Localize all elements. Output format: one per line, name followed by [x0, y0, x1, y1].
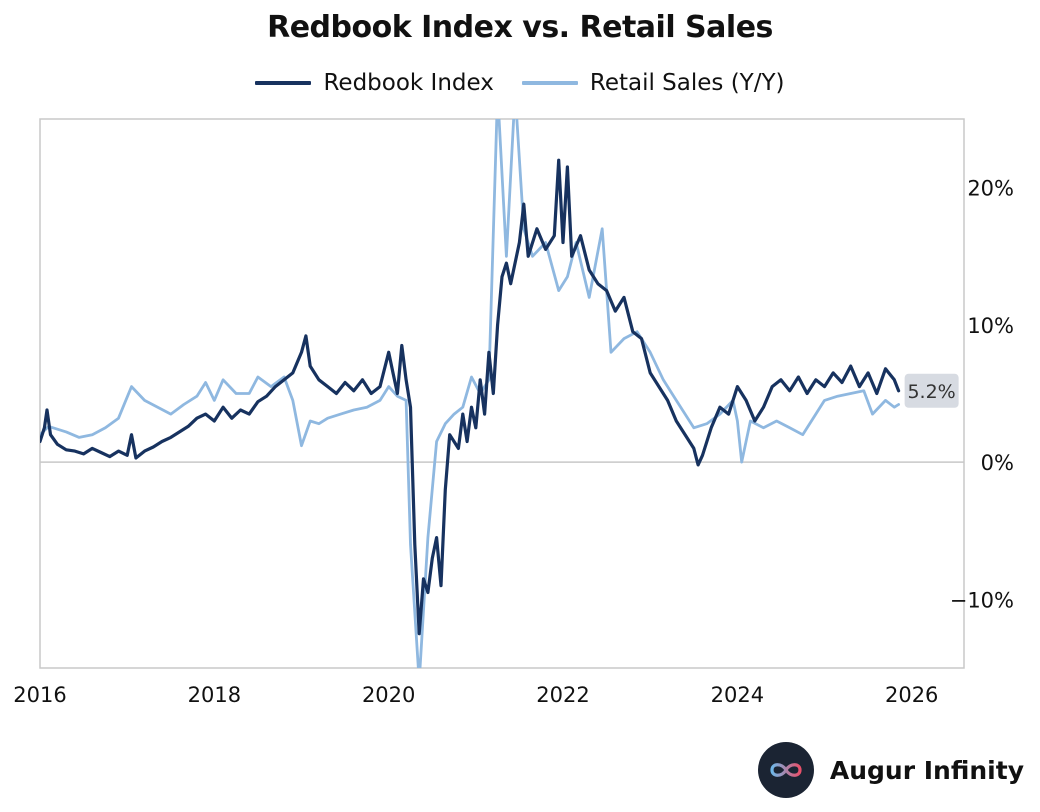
series-group — [40, 119, 901, 668]
legend-item-redbook: Redbook Index — [255, 70, 494, 96]
x-tick-label: 2020 — [362, 683, 415, 707]
y-tick-label: 10% — [967, 314, 1014, 338]
x-tick-label: 2018 — [188, 683, 241, 707]
x-tick-label: 2026 — [885, 683, 938, 707]
chart-title: Redbook Index vs. Retail Sales — [267, 10, 773, 45]
x-tick-label: 2024 — [711, 683, 764, 707]
last-value-label: 5.2% — [907, 381, 955, 403]
legend: Redbook Index Retail Sales (Y/Y) — [0, 70, 1040, 96]
y-tick-label: 0% — [981, 451, 1014, 475]
series-line-redbook-index — [40, 158, 901, 636]
last-value-badge — [904, 373, 959, 408]
x-tick-label: 2022 — [536, 683, 589, 707]
series-line-retail-sales-y-y — [40, 119, 900, 668]
y-tick-label: −10% — [950, 588, 1014, 612]
infinity-icon — [757, 742, 814, 798]
plot-frame — [39, 118, 965, 669]
legend-swatch-retail-sales — [521, 81, 578, 85]
legend-swatch-redbook — [255, 81, 312, 85]
y-tick-label: 20% — [967, 177, 1014, 201]
legend-label-retail-sales: Retail Sales (Y/Y) — [589, 70, 785, 96]
brand: Augur Infinity — [757, 742, 1024, 798]
legend-label-redbook: Redbook Index — [323, 70, 494, 96]
x-tick-label: 2016 — [13, 683, 66, 707]
legend-item-retail-sales: Retail Sales (Y/Y) — [521, 70, 785, 96]
brand-name: Augur Infinity — [829, 755, 1024, 785]
